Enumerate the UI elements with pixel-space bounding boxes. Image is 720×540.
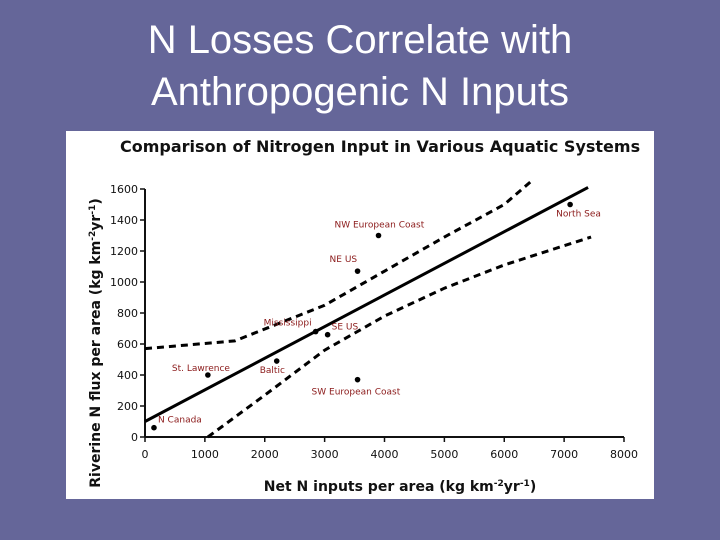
y-axis-label: Riverine N flux per area (kg km-2yr-1) — [88, 198, 104, 487]
y-tick-label: 1600 — [110, 183, 138, 196]
y-ticks: 0 200 400 600 800 1000 1200 1400 1600 — [110, 183, 145, 444]
data-point — [312, 328, 319, 335]
y-tick-label: 1000 — [110, 276, 138, 289]
data-point — [273, 358, 280, 364]
data-point — [151, 424, 157, 431]
x-axis-label: Net N inputs per area (kg km-2yr-1) — [264, 479, 536, 495]
upper-confidence-line — [144, 180, 533, 351]
slide-title: N Losses Correlate with Anthropogenic N … — [0, 14, 720, 118]
x-tick-label: 8000 — [610, 448, 638, 461]
x-tick-label: 0 — [142, 448, 149, 461]
y-tick-label: 1400 — [110, 214, 138, 227]
point-label: Mississippi — [264, 319, 312, 329]
x-tick-label: 6000 — [490, 448, 518, 461]
y-tick-label: 1200 — [110, 245, 138, 258]
data-points: N Canada St. Lawrence Baltic Mississippi SE … — [151, 201, 601, 431]
x-tick-label: 5000 — [430, 448, 458, 461]
x-tick-label: 2000 — [251, 448, 279, 461]
y-tick-label: 0 — [131, 431, 138, 444]
point-label: SE US — [332, 323, 359, 333]
point-label: N Canada — [158, 416, 202, 426]
point-label: Baltic — [260, 366, 285, 376]
x-ticks: 0 1000 2000 3000 4000 5000 6000 7000 8000 — [142, 437, 638, 461]
trend-lines — [144, 180, 592, 439]
chart-title: Comparison of Nitrogen Input in Various … — [120, 137, 641, 156]
y-tick-label: 800 — [117, 307, 138, 320]
scatter-chart: 0 1000 2000 3000 4000 5000 6000 7000 8000 0 200 40… — [88, 180, 638, 495]
x-tick-label: 4000 — [371, 448, 399, 461]
x-tick-label: 1000 — [191, 448, 219, 461]
data-point — [324, 331, 331, 338]
point-label: SW European Coast — [312, 388, 401, 398]
slide-title-line-2: Anthropogenic N Inputs — [150, 70, 570, 114]
x-tick-label: 3000 — [311, 448, 339, 461]
data-point — [567, 201, 573, 208]
lower-confidence-line — [206, 235, 592, 439]
data-point — [205, 372, 211, 378]
regression-line — [144, 186, 589, 423]
point-label: NW European Coast — [335, 221, 425, 231]
y-tick-label: 600 — [117, 338, 138, 351]
slide-title-line-1: N Losses Correlate with — [147, 18, 573, 62]
data-point — [354, 268, 361, 274]
x-tick-label: 7000 — [550, 448, 578, 461]
chart-figure: Comparison of Nitrogen Input in Various … — [66, 131, 654, 499]
data-point — [354, 376, 361, 383]
y-tick-label: 200 — [117, 400, 138, 413]
point-label: St. Lawrence — [172, 364, 231, 374]
point-label: North Sea — [556, 210, 601, 220]
data-point — [375, 232, 382, 239]
point-label: NE US — [330, 255, 358, 265]
y-tick-label: 400 — [117, 369, 138, 382]
